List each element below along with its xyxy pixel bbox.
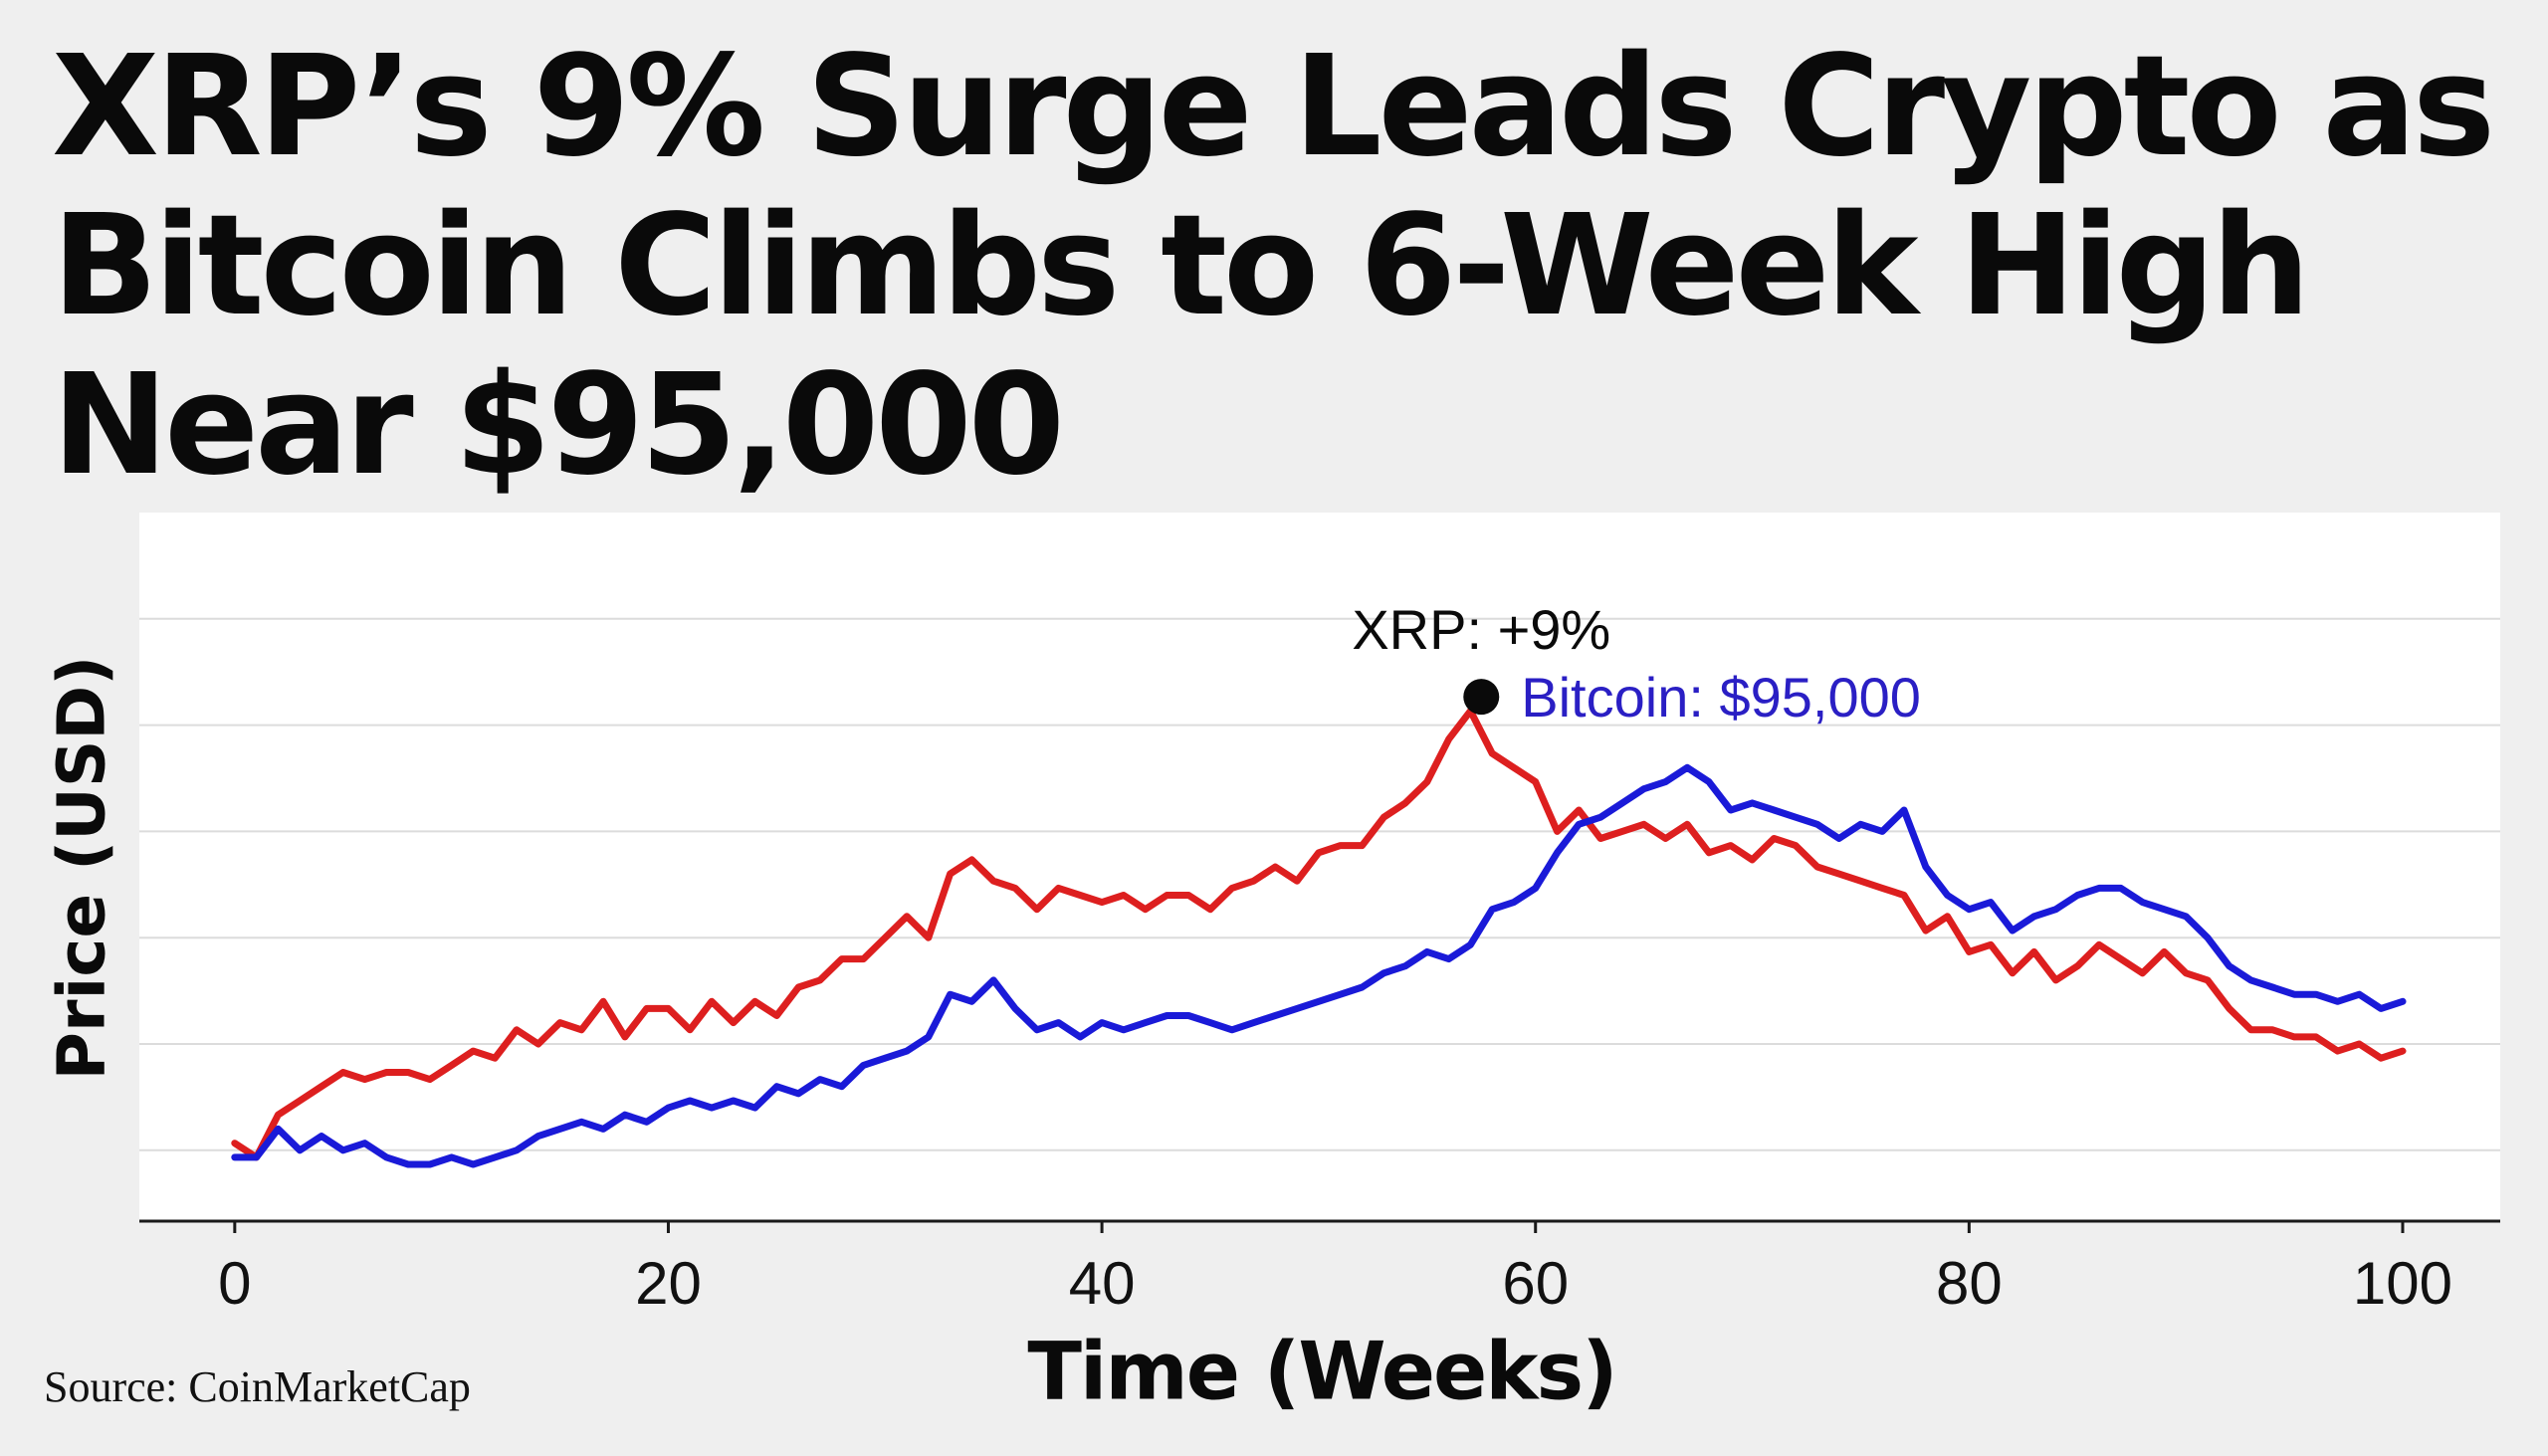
x-tick-label-4: 80 xyxy=(1936,1250,2003,1317)
annotation-xrp: XRP: +9% xyxy=(1352,598,1610,661)
x-tick-label-3: 60 xyxy=(1502,1250,1569,1317)
x-tick-label-2: 40 xyxy=(1069,1250,1136,1317)
headline: XRP’s 9% Surge Leads Crypto as Bitcoin C… xyxy=(52,26,2495,507)
x-tick-label-5: 100 xyxy=(2353,1250,2452,1317)
x-axis-label: Time (Weeks) xyxy=(1027,1325,1617,1418)
x-tick-label-0: 0 xyxy=(218,1250,251,1317)
y-axis-label: Price (USD) xyxy=(43,655,120,1081)
annotation-bitcoin: Bitcoin: $95,000 xyxy=(1521,666,1921,728)
headline-line-1: XRP’s 9% Surge Leads Crypto as xyxy=(52,26,2495,188)
source-note: Source: CoinMarketCap xyxy=(44,1362,471,1411)
peak-marker xyxy=(1463,679,1500,716)
headline-line-2: Bitcoin Climbs to 6-Week High xyxy=(52,185,2310,347)
headline-line-3: Near $95,000 xyxy=(52,344,1065,507)
series-line-0 xyxy=(231,707,2407,1161)
series-line-1 xyxy=(231,763,2407,1168)
x-tick-label-1: 20 xyxy=(635,1250,702,1317)
plot-area xyxy=(139,513,2500,1221)
